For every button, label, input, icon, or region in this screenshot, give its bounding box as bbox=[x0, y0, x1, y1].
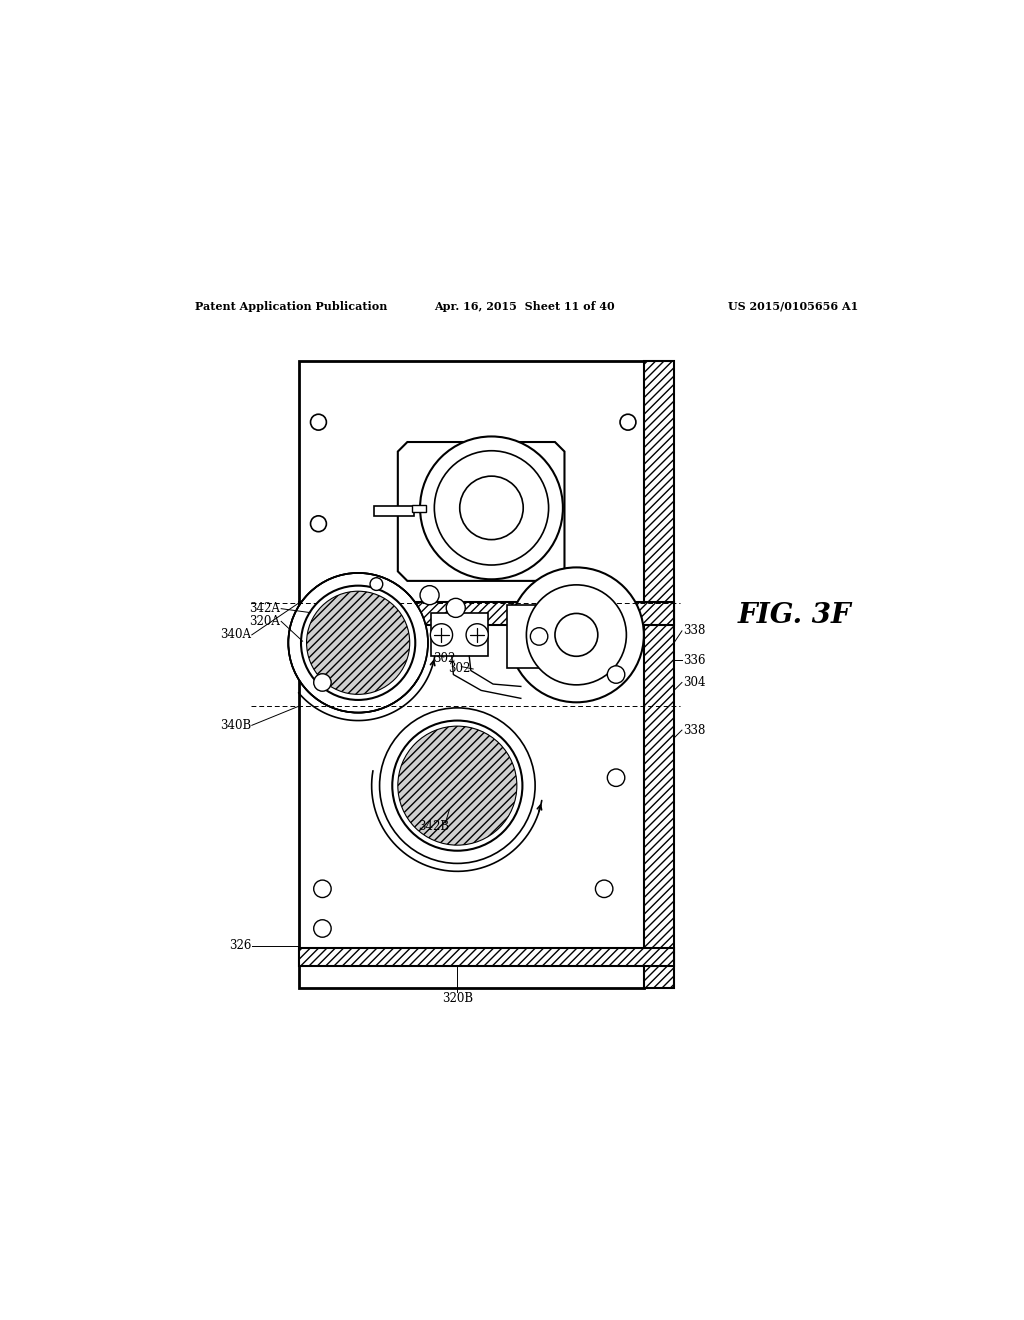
Circle shape bbox=[370, 578, 383, 590]
Text: Patent Application Publication: Patent Application Publication bbox=[196, 301, 388, 312]
Circle shape bbox=[446, 598, 465, 618]
Text: 304: 304 bbox=[684, 676, 706, 689]
Bar bbox=[299, 948, 674, 966]
Circle shape bbox=[607, 665, 625, 684]
Circle shape bbox=[430, 624, 453, 645]
Circle shape bbox=[530, 628, 548, 645]
Text: 338: 338 bbox=[684, 624, 706, 638]
Circle shape bbox=[310, 414, 327, 430]
Text: 336: 336 bbox=[684, 653, 706, 667]
Text: 302: 302 bbox=[449, 661, 471, 675]
Circle shape bbox=[380, 708, 536, 863]
Bar bbox=[431, 612, 488, 656]
Circle shape bbox=[434, 450, 549, 565]
Circle shape bbox=[313, 673, 331, 692]
Text: 326: 326 bbox=[228, 940, 251, 953]
Bar bbox=[299, 602, 674, 626]
Text: Apr. 16, 2015  Sheet 11 of 40: Apr. 16, 2015 Sheet 11 of 40 bbox=[434, 301, 615, 312]
Bar bbox=[374, 506, 414, 516]
Bar bbox=[507, 605, 570, 668]
Text: FIG. 3F: FIG. 3F bbox=[737, 602, 852, 628]
Text: 320B: 320B bbox=[441, 991, 473, 1005]
Text: 342B: 342B bbox=[418, 821, 450, 833]
Circle shape bbox=[306, 591, 410, 694]
Circle shape bbox=[310, 516, 327, 532]
Circle shape bbox=[460, 477, 523, 540]
Text: 340B: 340B bbox=[220, 719, 251, 731]
Circle shape bbox=[555, 614, 598, 656]
Text: 340A: 340A bbox=[220, 628, 251, 642]
Circle shape bbox=[595, 880, 613, 898]
Circle shape bbox=[420, 586, 439, 605]
Bar bbox=[644, 362, 674, 987]
Circle shape bbox=[289, 573, 428, 713]
Text: 320A: 320A bbox=[250, 615, 281, 628]
Bar bbox=[299, 362, 644, 987]
Circle shape bbox=[466, 624, 488, 645]
Text: 342A: 342A bbox=[250, 602, 281, 615]
Circle shape bbox=[607, 770, 625, 787]
Bar bbox=[412, 506, 426, 512]
Circle shape bbox=[301, 586, 416, 700]
Text: 302: 302 bbox=[433, 652, 455, 665]
Circle shape bbox=[526, 585, 627, 685]
Text: US 2015/0105656 A1: US 2015/0105656 A1 bbox=[728, 301, 858, 312]
Circle shape bbox=[420, 437, 563, 579]
Circle shape bbox=[509, 568, 644, 702]
Circle shape bbox=[397, 726, 517, 845]
Text: 338: 338 bbox=[684, 723, 706, 737]
Circle shape bbox=[621, 414, 636, 430]
Circle shape bbox=[313, 880, 331, 898]
Circle shape bbox=[392, 721, 522, 850]
Polygon shape bbox=[397, 442, 564, 581]
Circle shape bbox=[313, 920, 331, 937]
